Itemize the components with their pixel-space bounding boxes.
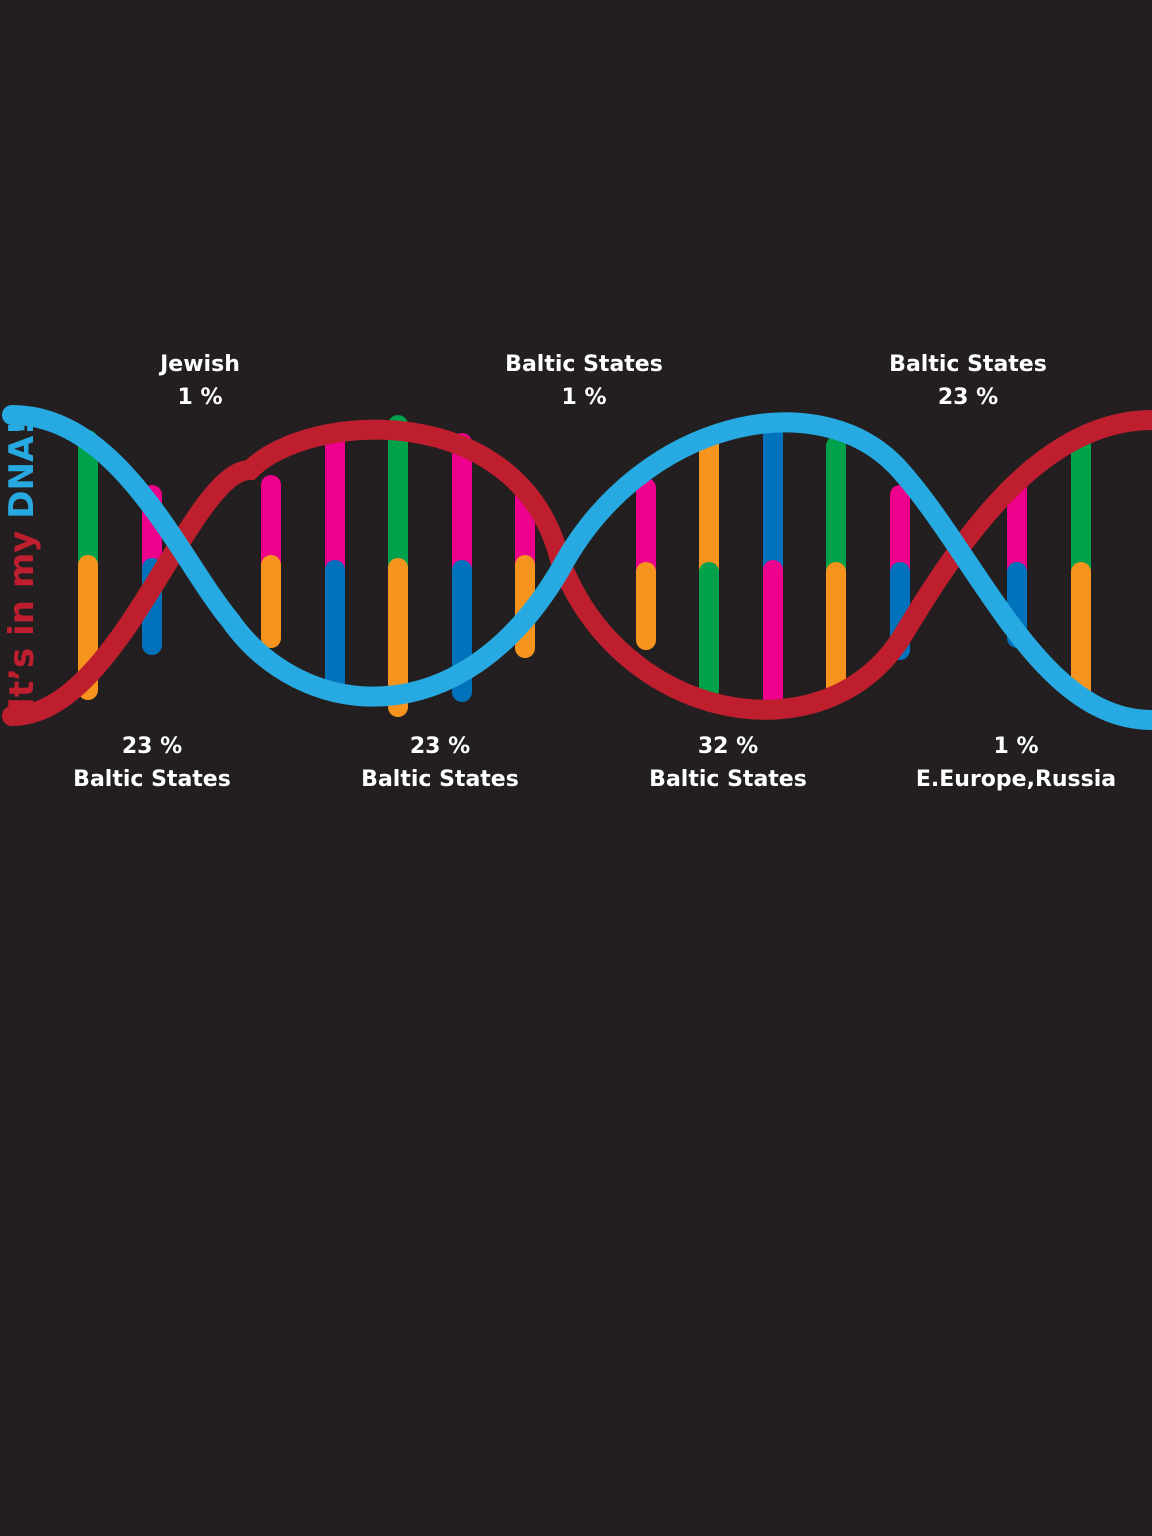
- bottom-label-4: 1 % E.Europe,Russia: [906, 730, 1126, 796]
- bottom-label-percent: 23 %: [121, 734, 183, 759]
- top-label-percent: 23 %: [937, 385, 999, 410]
- bottom-label-region: Baltic States: [73, 767, 231, 792]
- top-label-baltic-1: Baltic States 1 %: [474, 348, 694, 414]
- top-label-jewish: Jewish 1 %: [90, 348, 310, 414]
- top-label-region: Baltic States: [889, 352, 1047, 377]
- top-label-baltic-2: Baltic States 23 %: [858, 348, 1078, 414]
- bottom-label-1: 23 % Baltic States: [42, 730, 262, 796]
- tagline-part-1: It’s in my: [2, 518, 42, 710]
- bottom-label-2: 23 % Baltic States: [330, 730, 550, 796]
- bottom-label-3: 32 % Baltic States: [618, 730, 838, 796]
- bottom-label-percent: 23 %: [409, 734, 471, 759]
- bottom-label-region: Baltic States: [649, 767, 807, 792]
- bottom-label-region: E.Europe,Russia: [915, 767, 1117, 792]
- top-label-percent: 1 %: [177, 385, 223, 410]
- top-label-region: Baltic States: [505, 352, 663, 377]
- tagline-part-2: DNA!: [2, 420, 42, 519]
- blue-strand: [2, 405, 1152, 730]
- bottom-label-percent: 1 %: [993, 734, 1039, 759]
- tagline: It’s in my DNA!: [2, 420, 42, 710]
- bottom-label-percent: 32 %: [697, 734, 759, 759]
- top-label-region: Jewish: [160, 352, 240, 377]
- top-label-percent: 1 %: [561, 385, 607, 410]
- bottom-label-region: Baltic States: [361, 767, 519, 792]
